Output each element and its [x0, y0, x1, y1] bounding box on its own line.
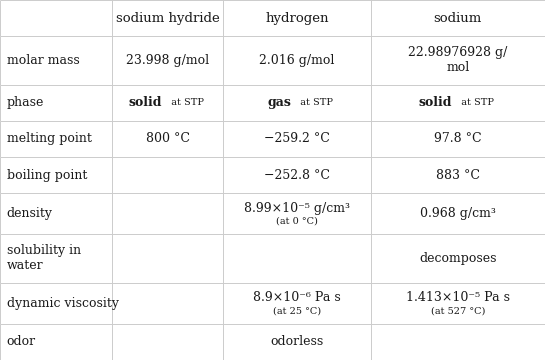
- Text: solubility in
water: solubility in water: [7, 244, 81, 273]
- Text: −259.2 °C: −259.2 °C: [264, 132, 330, 145]
- Text: decomposes: decomposes: [419, 252, 496, 265]
- Text: solid: solid: [419, 96, 452, 109]
- Text: −252.8 °C: −252.8 °C: [264, 168, 330, 181]
- Text: 800 °C: 800 °C: [146, 132, 190, 145]
- Text: (at 25 °C): (at 25 °C): [273, 306, 321, 315]
- Text: odor: odor: [7, 336, 35, 348]
- Text: phase: phase: [7, 96, 44, 109]
- Text: at STP: at STP: [165, 98, 204, 107]
- Text: gas: gas: [268, 96, 292, 109]
- Text: at STP: at STP: [455, 98, 494, 107]
- Text: 97.8 °C: 97.8 °C: [434, 132, 482, 145]
- Text: 23.998 g/mol: 23.998 g/mol: [126, 54, 209, 67]
- Text: 8.9×10⁻⁶ Pa s: 8.9×10⁻⁶ Pa s: [253, 292, 341, 305]
- Text: 8.99×10⁻⁵ g/cm³: 8.99×10⁻⁵ g/cm³: [244, 202, 350, 215]
- Text: dynamic viscosity: dynamic viscosity: [7, 297, 119, 310]
- Text: (at 0 °C): (at 0 °C): [276, 217, 318, 226]
- Text: 883 °C: 883 °C: [436, 168, 480, 181]
- Text: density: density: [7, 207, 52, 220]
- Text: 1.413×10⁻⁵ Pa s: 1.413×10⁻⁵ Pa s: [406, 292, 510, 305]
- Text: sodium: sodium: [434, 12, 482, 24]
- Text: sodium hydride: sodium hydride: [116, 12, 220, 24]
- Text: molar mass: molar mass: [7, 54, 79, 67]
- Text: 0.968 g/cm³: 0.968 g/cm³: [420, 207, 496, 220]
- Text: boiling point: boiling point: [7, 168, 87, 181]
- Text: hydrogen: hydrogen: [265, 12, 329, 24]
- Text: melting point: melting point: [7, 132, 92, 145]
- Text: (at 527 °C): (at 527 °C): [431, 306, 485, 315]
- Text: 2.016 g/mol: 2.016 g/mol: [259, 54, 335, 67]
- Text: solid: solid: [129, 96, 162, 109]
- Text: at STP: at STP: [294, 98, 334, 107]
- Text: odorless: odorless: [270, 336, 324, 348]
- Text: 22.98976928 g/
mol: 22.98976928 g/ mol: [408, 46, 507, 75]
